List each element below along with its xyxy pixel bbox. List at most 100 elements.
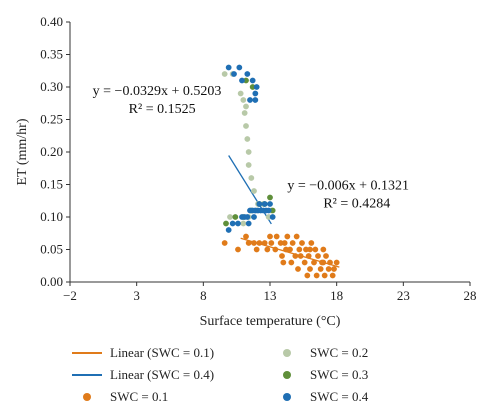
- point-swc04: [247, 97, 253, 103]
- equation-1: y = −0.0329x + 0.5203: [93, 84, 222, 99]
- point-swc02: [265, 214, 272, 220]
- legend-label: SWC = 0.3: [310, 367, 369, 382]
- point-swc01: [287, 246, 293, 253]
- point-swc03: [232, 214, 239, 220]
- legend-line-swatch: [70, 365, 104, 385]
- y-tick-label: 0.20: [40, 144, 63, 159]
- y-tick-label: 0.10: [40, 209, 63, 224]
- point-swc01: [279, 253, 285, 259]
- legend-label: SWC = 0.2: [310, 345, 369, 360]
- point-swc01: [296, 246, 303, 253]
- point-swc01: [283, 246, 289, 253]
- point-swc01: [267, 233, 273, 240]
- point-swc04: [256, 201, 263, 207]
- point-swc01: [277, 240, 284, 246]
- point-swc01: [320, 246, 327, 253]
- point-swc04: [235, 220, 241, 227]
- point-swc04: [269, 214, 276, 220]
- point-swc01: [312, 246, 319, 253]
- point-swc01: [292, 253, 299, 259]
- point-swc01: [243, 233, 249, 240]
- point-swc01: [308, 240, 315, 246]
- point-swc02: [227, 214, 233, 220]
- point-swc01: [284, 233, 291, 240]
- point-swc02: [221, 71, 228, 77]
- point-swc01: [264, 246, 271, 253]
- point-swc01: [317, 266, 324, 272]
- point-swc02: [248, 175, 255, 181]
- point-swc01: [305, 253, 312, 259]
- point-swc01: [256, 240, 263, 246]
- x-tick-label: 13: [264, 288, 277, 303]
- point-swc04: [249, 77, 256, 84]
- data-points: [221, 64, 340, 279]
- point-swc01: [323, 253, 329, 259]
- point-swc04: [231, 71, 237, 77]
- point-swc02: [240, 220, 247, 227]
- legend-line-swatch: [70, 343, 104, 363]
- equation-2: y = −0.006x + 0.1321: [287, 179, 409, 194]
- point-swc01: [315, 253, 321, 259]
- point-swc01: [245, 240, 252, 246]
- x-tick-label: 23: [397, 288, 410, 303]
- point-swc02: [240, 97, 247, 103]
- point-swc01: [321, 272, 328, 279]
- legend-item: SWC = 0.3: [270, 365, 368, 385]
- legend-dot-swatch: [270, 343, 304, 363]
- y-tick-label: 0.15: [40, 177, 63, 192]
- point-swc02: [243, 123, 249, 129]
- point-swc01: [295, 266, 301, 272]
- point-swc01: [273, 233, 280, 240]
- scatter-chart: 0.00 0.05 0.10 0.15 0.20 0.25 0.30 0.35 0.40 −2 3 8…: [15, 14, 477, 329]
- y-tick-label: 0.25: [40, 112, 63, 127]
- point-swc01: [288, 259, 295, 266]
- x-axis-label: Surface temperature (°C): [200, 314, 341, 329]
- point-swc01: [221, 240, 228, 246]
- point-swc04: [225, 64, 232, 71]
- legend-item: Linear (SWC = 0.1): [70, 343, 214, 363]
- equation-annotations: y = −0.0329x + 0.5203 R² = 0.1525 y = −0.0…: [93, 84, 409, 212]
- y-tick-label: 0.40: [40, 14, 63, 29]
- point-swc03: [267, 194, 273, 201]
- point-swc04: [251, 214, 257, 220]
- point-swc01: [251, 240, 257, 246]
- point-swc01: [304, 272, 311, 279]
- point-swc04: [236, 64, 243, 71]
- x-tick-label: 8: [200, 288, 207, 303]
- point-swc02: [251, 188, 257, 194]
- legend-item: SWC = 0.4: [270, 387, 368, 407]
- point-swc01: [320, 259, 327, 266]
- point-swc03: [269, 207, 276, 214]
- point-swc04: [252, 97, 259, 103]
- y-axis-label: ET (mm/hr): [15, 118, 30, 185]
- point-swc01: [261, 240, 268, 246]
- point-swc01: [327, 259, 333, 266]
- y-tick-label: 0.30: [40, 79, 63, 94]
- point-swc04: [225, 227, 232, 233]
- point-swc01: [272, 246, 279, 253]
- legend-dot-swatch: [270, 387, 304, 407]
- point-swc01: [235, 246, 241, 253]
- legend-label: Linear (SWC = 0.4): [110, 367, 215, 382]
- point-swc01: [311, 259, 317, 266]
- point-swc02: [245, 162, 252, 168]
- point-swc01: [329, 272, 336, 279]
- legend: Linear (SWC = 0.1) SWC = 0.2 Linear (SWC =…: [70, 343, 490, 409]
- point-swc01: [268, 240, 275, 246]
- point-swc01: [307, 266, 313, 272]
- point-swc04: [261, 201, 268, 207]
- point-swc04: [252, 90, 259, 97]
- point-swc01: [331, 266, 337, 272]
- x-tick-label: −2: [63, 288, 77, 303]
- point-swc03: [249, 84, 256, 90]
- legend-label: Linear (SWC = 0.1): [110, 345, 215, 360]
- point-swc01: [299, 240, 305, 246]
- point-swc04: [244, 214, 251, 220]
- x-tick-label: 18: [330, 288, 343, 303]
- point-swc01: [313, 272, 320, 279]
- point-swc01: [303, 246, 309, 253]
- r-squared-2: R² = 0.4284: [323, 197, 390, 212]
- point-swc04: [265, 207, 272, 214]
- point-swc01: [297, 253, 304, 259]
- point-swc04: [244, 71, 251, 77]
